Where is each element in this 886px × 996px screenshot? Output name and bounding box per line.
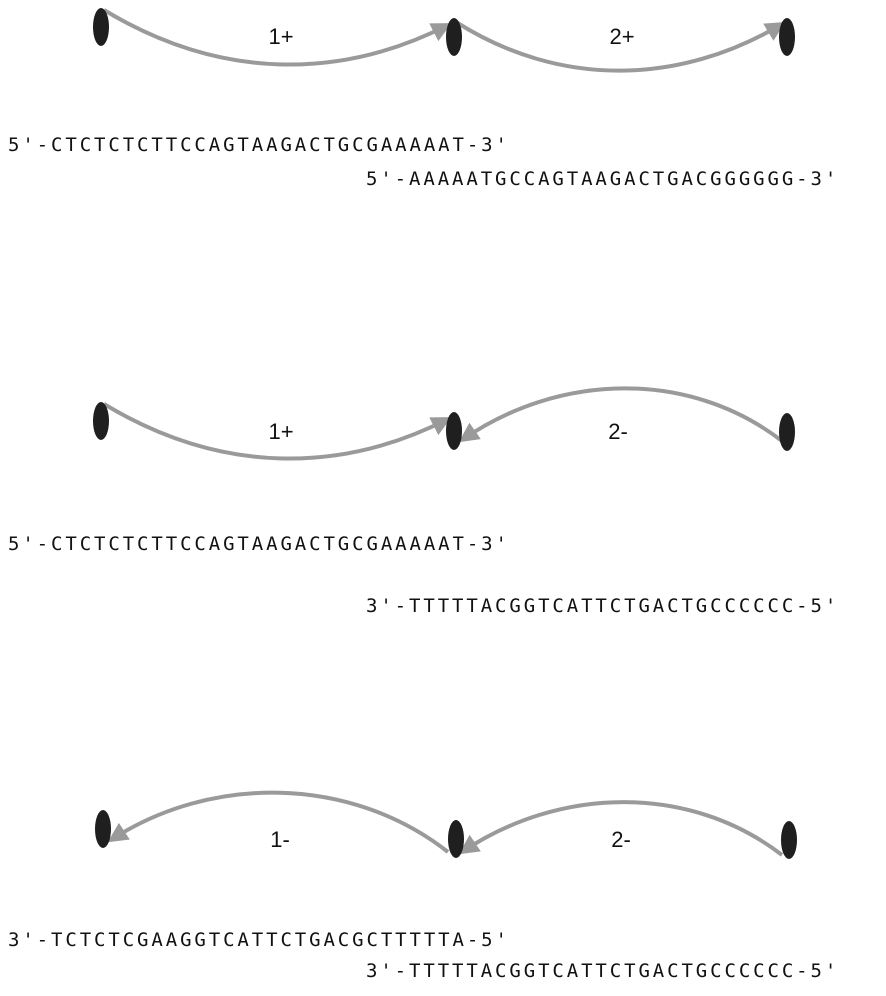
edge-2-minus: [458, 800, 784, 857]
edge-label: 2+: [609, 24, 634, 49]
edge-1-minus: [107, 790, 450, 854]
edge-label: 2-: [608, 419, 628, 444]
sequence-read-2: 3'-TTTTTACGGTCATTCTGACTGCCCCCC-5': [366, 595, 840, 617]
sequence-read-1: 3'-TCTCTCGAAGGTCATTCTGACGCTTTTTA-5': [8, 929, 510, 951]
edge-1-plus: [102, 402, 452, 461]
sequence-read-1: 5'-CTCTCTCTTCCAGTAAGACTGCGAAAAAT-3': [8, 533, 510, 555]
panel-3: 1- 2-: [95, 790, 797, 859]
edge-2-minus: [458, 386, 784, 443]
edge-label: 2-: [611, 827, 631, 852]
node: [779, 413, 795, 451]
edge-1-plus: [102, 8, 452, 67]
panel-1: 1+ 2+: [93, 8, 795, 73]
sequence-read-2: 5'-AAAAATGCCAGTAAGACTGACGGGGGG-3': [366, 168, 840, 190]
edge-label: 1+: [268, 24, 293, 49]
node: [93, 8, 109, 46]
node: [448, 820, 464, 858]
edge-label: 1-: [270, 827, 290, 852]
node: [446, 412, 462, 450]
panel-2: 1+ 2-: [93, 386, 795, 461]
node: [95, 810, 111, 848]
node: [93, 402, 109, 440]
edge-label: 1+: [268, 419, 293, 444]
sequence-read-2: 3'-TTTTTACGGTCATTCTGACTGCCCCCC-5': [366, 960, 840, 982]
edge-2-plus: [454, 20, 786, 73]
sequence-read-1: 5'-CTCTCTCTTCCAGTAAGACTGCGAAAAAT-3': [8, 134, 510, 156]
node: [779, 18, 795, 56]
node: [446, 18, 462, 56]
node: [781, 821, 797, 859]
